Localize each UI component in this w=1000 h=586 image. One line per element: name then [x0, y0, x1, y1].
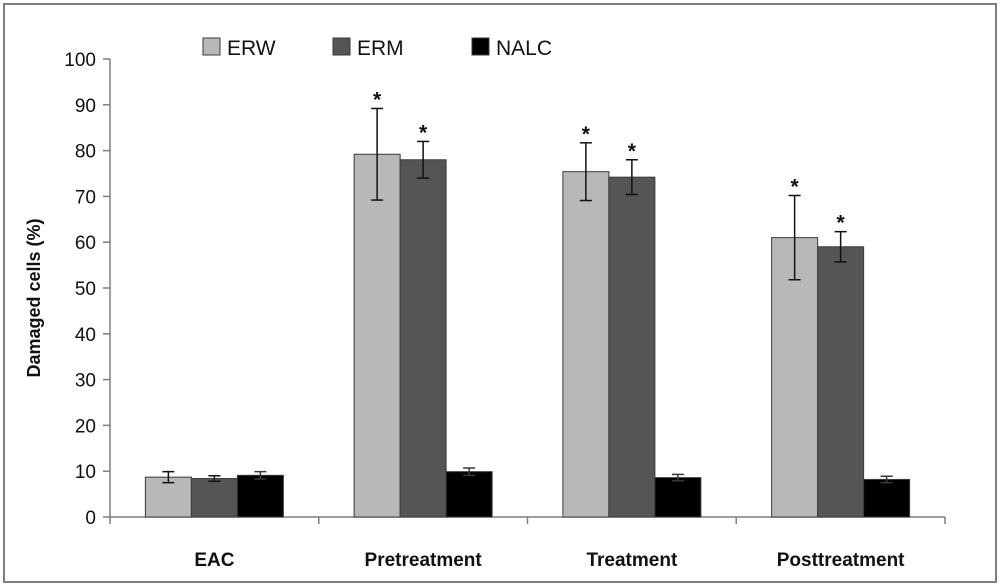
bar-erm-posttreatment — [817, 246, 865, 518]
bars — [144, 153, 911, 518]
legend: ERW ERM NALC — [202, 37, 552, 60]
y-tick-label: 60 — [75, 233, 96, 254]
significance-markers: * * * * * * — [373, 88, 846, 234]
significance-asterisk: * — [582, 123, 591, 146]
bar-erm-eac — [190, 478, 238, 518]
x-category-label: Pretreatment — [365, 550, 483, 571]
bar-nalc-posttreatment — [863, 478, 911, 518]
x-category-label: EAC — [194, 550, 234, 571]
y-tick-label: 50 — [75, 279, 96, 300]
y-tick-label: 0 — [85, 508, 96, 529]
legend-label-erw: ERW — [227, 37, 276, 60]
y-tick-label: 70 — [75, 187, 96, 208]
y-tick-label: 90 — [75, 96, 96, 117]
bar-erw-treatment — [562, 171, 610, 518]
bar-nalc-treatment — [654, 477, 702, 518]
y-axis-label: Damaged cells (%) — [24, 218, 44, 377]
significance-asterisk: * — [791, 175, 800, 198]
bar-erm-pretreatment — [399, 159, 447, 518]
bar-erw-posttreatment — [771, 237, 819, 518]
error-bars — [162, 107, 893, 484]
y-tick-label: 40 — [75, 325, 96, 346]
y-axis: 0 10 20 30 40 50 60 70 80 90 100 — [64, 50, 111, 529]
significance-asterisk: * — [373, 88, 382, 111]
y-tick-label: 30 — [75, 371, 96, 392]
legend-swatch-erm — [332, 37, 351, 56]
bar-erm-treatment — [608, 176, 656, 518]
y-tick-label: 100 — [64, 50, 96, 71]
significance-asterisk: * — [419, 121, 428, 144]
x-axis: EAC Pretreatment Treatment Posttreatment — [109, 516, 946, 571]
x-category-label: Treatment — [586, 550, 677, 571]
bar-erw-pretreatment — [353, 153, 401, 518]
legend-swatch-nalc — [471, 37, 490, 56]
y-tick-label: 20 — [75, 416, 96, 437]
significance-asterisk: * — [628, 140, 637, 163]
bar-nalc-pretreatment — [445, 471, 493, 518]
legend-label-erm: ERM — [357, 37, 404, 60]
y-tick-label: 10 — [75, 462, 96, 483]
y-tick-label: 80 — [75, 142, 96, 163]
legend-swatch-erw — [202, 37, 221, 56]
significance-asterisk: * — [837, 212, 846, 235]
x-category-label: Posttreatment — [777, 550, 905, 571]
legend-label-nalc: NALC — [496, 37, 552, 60]
bar-nalc-eac — [236, 474, 284, 518]
